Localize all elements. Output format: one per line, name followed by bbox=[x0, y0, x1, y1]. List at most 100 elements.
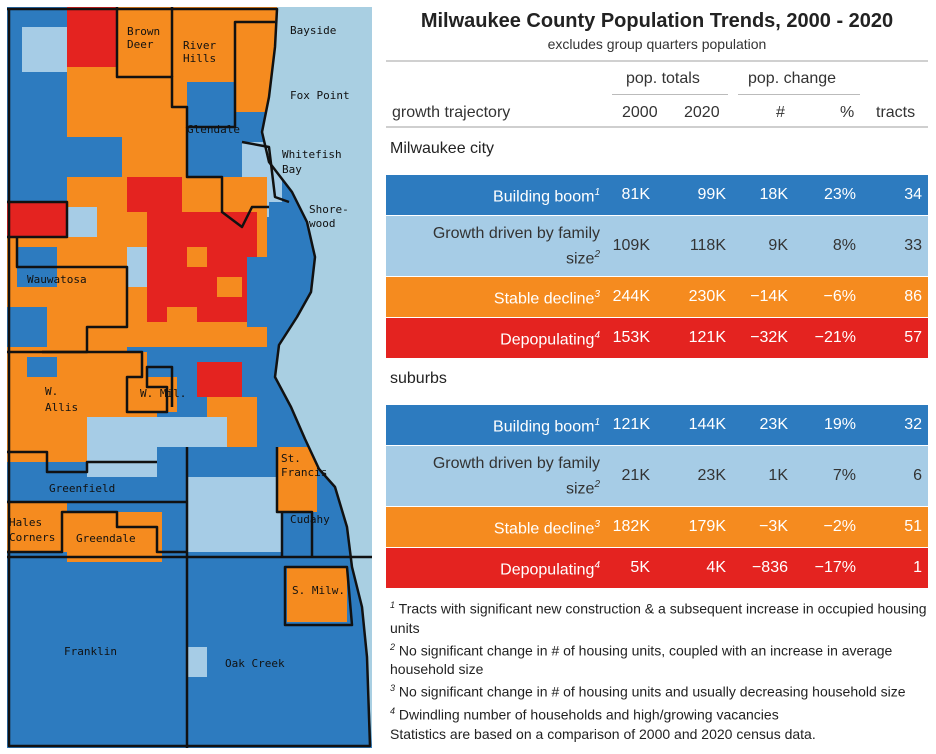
map-label-shorewood: Shore-wood bbox=[309, 203, 349, 230]
map-label-bayside: Bayside bbox=[290, 24, 336, 37]
row-category: Growth driven by family size2 bbox=[432, 224, 600, 268]
municipal-border bbox=[7, 450, 157, 474]
cell-y2020: 23K bbox=[697, 467, 726, 484]
column-header-2020: 2020 bbox=[684, 104, 720, 121]
table-row: Building boom1 121K 144K 23K 19% 32 bbox=[386, 404, 928, 445]
section-label: suburbs bbox=[390, 370, 447, 387]
cell-tracts: 6 bbox=[913, 467, 922, 484]
cell-change-num: 1K bbox=[768, 467, 788, 484]
group-header-totals: pop. totals bbox=[626, 70, 700, 87]
cell-change-pct: 8% bbox=[832, 237, 856, 254]
row-category: Building boom1 bbox=[493, 417, 600, 436]
tract-fill bbox=[282, 512, 337, 562]
column-header-2000: 2000 bbox=[622, 104, 658, 121]
cell-y2000: 244K bbox=[612, 288, 650, 305]
table-row: Building boom1 81K 99K 18K 23% 34 bbox=[386, 174, 928, 215]
cell-y2020: 144K bbox=[688, 416, 726, 433]
section-label: Milwaukee city bbox=[390, 140, 495, 157]
map-label-cudahy: Cudahy bbox=[290, 513, 330, 526]
map-label-west-milwaukee: W. Mil. bbox=[140, 387, 186, 400]
group-header-change: pop. change bbox=[748, 70, 837, 87]
tract-fill bbox=[122, 82, 187, 177]
cell-change-num: −14K bbox=[750, 288, 788, 305]
choropleth-map: Brown Deer River Hills Bayside Fox Point G… bbox=[7, 7, 372, 748]
group-underline-totals bbox=[612, 94, 728, 95]
footnote: 2 No significant change in # of housing … bbox=[390, 641, 893, 678]
tract-fill bbox=[187, 647, 207, 677]
cell-y2000: 21K bbox=[621, 467, 650, 484]
table-row: Growth driven by family size2 109K 118K 9K 8… bbox=[386, 215, 928, 276]
cell-tracts: 32 bbox=[904, 416, 922, 433]
municipal-border bbox=[283, 565, 354, 627]
tract-fill bbox=[127, 177, 182, 212]
cell-tracts: 34 bbox=[904, 186, 922, 203]
table-row: Stable decline3 182K 179K −3K −2% 51 bbox=[386, 506, 928, 547]
group-header-row: pop. totals pop. change bbox=[386, 62, 928, 95]
group-underline-change bbox=[738, 94, 860, 95]
map-label-whitefish-bay: Whitefish Bay bbox=[282, 148, 342, 176]
table-subtitle: excludes group quarters population bbox=[547, 36, 767, 52]
column-header-change-num: # bbox=[776, 104, 785, 121]
cell-y2000: 153K bbox=[612, 329, 650, 346]
footnote: 3 No significant change in # of housing … bbox=[390, 683, 906, 700]
footnotes: 1 Tracts with significant new constructi… bbox=[386, 596, 928, 744]
tract-fill bbox=[27, 357, 57, 377]
cell-tracts: 51 bbox=[904, 518, 922, 535]
cell-tracts: 86 bbox=[904, 288, 922, 305]
cell-y2020: 4K bbox=[706, 559, 726, 576]
tract-fill bbox=[247, 257, 292, 327]
map-label-oak-creek: Oak Creek bbox=[225, 657, 285, 670]
map-label-river-hills: River Hills bbox=[183, 39, 216, 65]
cell-change-pct: −6% bbox=[823, 288, 856, 305]
footnote: 4 Dwindling number of households and hig… bbox=[390, 705, 779, 723]
column-header-change-pct: % bbox=[840, 104, 855, 121]
cell-change-num: −836 bbox=[751, 559, 788, 576]
cell-change-pct: −17% bbox=[814, 559, 856, 576]
map-label-fox-point: Fox Point bbox=[290, 89, 350, 102]
cell-change-pct: 19% bbox=[823, 416, 856, 433]
cell-y2020: 99K bbox=[697, 186, 726, 203]
cell-change-num: 23K bbox=[759, 416, 788, 433]
footnote: 1 Tracts with significant new constructi… bbox=[390, 600, 927, 636]
cell-tracts: 33 bbox=[904, 237, 922, 254]
cell-change-num: 18K bbox=[759, 186, 788, 203]
cell-y2000: 109K bbox=[612, 237, 650, 254]
tract-fill bbox=[187, 247, 207, 267]
row-category: Depopulating4 bbox=[500, 560, 600, 579]
map-label-greendale: Greendale bbox=[76, 532, 136, 545]
cell-y2020: 230K bbox=[688, 288, 726, 305]
table-body: Milwaukee city Building boom1 81K 99K 18K 23%… bbox=[386, 128, 928, 588]
cell-y2020: 179K bbox=[688, 518, 726, 535]
column-header-trajectory: growth trajectory bbox=[392, 104, 511, 121]
map-label-glendale: Glendale bbox=[187, 123, 240, 136]
column-header-tracts: tracts bbox=[876, 104, 916, 121]
cell-y2020: 121K bbox=[688, 329, 726, 346]
tract-fill bbox=[7, 202, 67, 237]
cell-change-num: −32K bbox=[750, 329, 788, 346]
cell-y2000: 182K bbox=[612, 518, 650, 535]
map-label-hales-corners: Hales Corners bbox=[9, 516, 55, 544]
map-label-st-francis: St. Francis bbox=[281, 452, 327, 479]
table-row: Depopulating4 5K 4K −836 −17% 1 bbox=[386, 547, 928, 588]
cell-change-num: −3K bbox=[759, 518, 788, 535]
map-label-south-milwaukee: S. Milw. bbox=[292, 584, 345, 597]
municipal-border bbox=[115, 7, 275, 129]
cell-change-pct: 7% bbox=[832, 467, 856, 484]
population-trends-table: Milwaukee County Population Trends, 2000… bbox=[386, 6, 928, 748]
municipal-border bbox=[7, 510, 187, 554]
row-category: Stable decline3 bbox=[493, 289, 600, 308]
cell-change-num: 9K bbox=[768, 237, 788, 254]
cell-change-pct: −21% bbox=[814, 329, 856, 346]
table-row: Depopulating4 153K 121K −32K −21% 57 bbox=[386, 317, 928, 358]
cell-tracts: 1 bbox=[913, 559, 922, 576]
municipal-border bbox=[7, 7, 372, 748]
row-category: Growth driven by family size2 bbox=[432, 454, 600, 498]
row-category: Building boom1 bbox=[493, 187, 600, 206]
map-label-wauwatosa: Wauwatosa bbox=[27, 273, 87, 286]
municipal-border bbox=[7, 200, 69, 239]
table-row: Stable decline3 244K 230K −14K −6% 86 bbox=[386, 276, 928, 317]
municipal-border bbox=[7, 350, 174, 414]
row-category: Stable decline3 bbox=[493, 519, 600, 538]
tract-fill bbox=[187, 477, 282, 552]
tract-fill bbox=[287, 567, 347, 622]
